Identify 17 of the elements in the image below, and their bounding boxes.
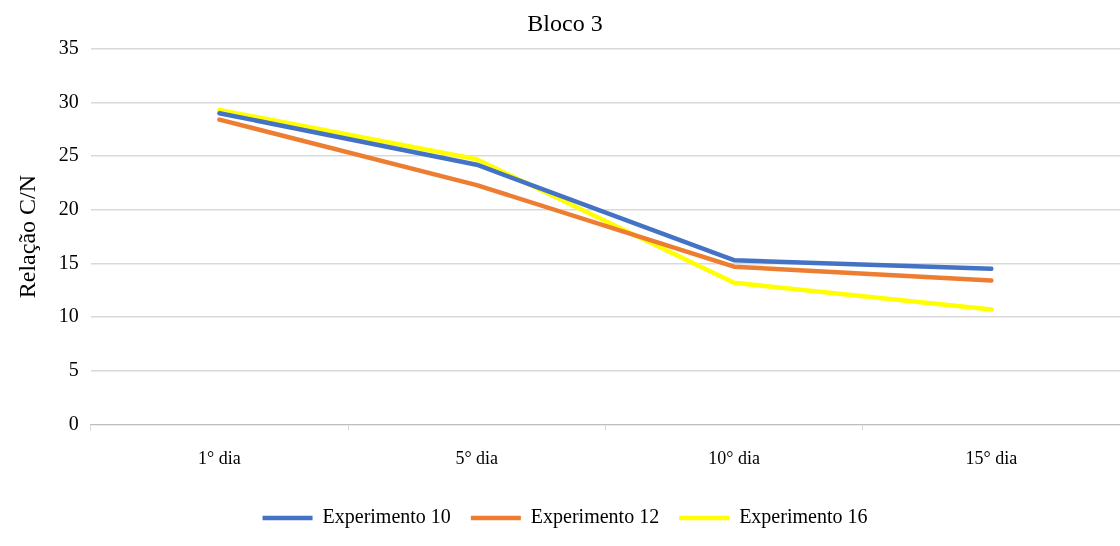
- legend-label: Experimento 16: [739, 505, 868, 529]
- y-tick-label: 15: [58, 250, 79, 273]
- x-tick-label: 10° dia: [708, 447, 760, 468]
- y-axis-title: Relação C/N: [13, 174, 40, 299]
- chart-title: Bloco 3: [527, 9, 603, 36]
- legend-label: Experimento 10: [322, 505, 451, 529]
- y-tick-label: 30: [58, 89, 79, 112]
- y-tick-label: 10: [58, 304, 79, 327]
- x-tick-label: 15° dia: [965, 447, 1018, 468]
- y-tick-label: 5: [68, 357, 79, 380]
- y-tick-label: 25: [58, 143, 79, 166]
- y-tick-label: 20: [58, 197, 79, 220]
- legend-label: Experimento 12: [530, 505, 660, 529]
- y-tick-label: 35: [58, 36, 79, 59]
- x-tick-label: 1° dia: [198, 447, 241, 468]
- x-tick-label: 5° dia: [455, 447, 499, 468]
- y-tick-label: 0: [68, 411, 79, 434]
